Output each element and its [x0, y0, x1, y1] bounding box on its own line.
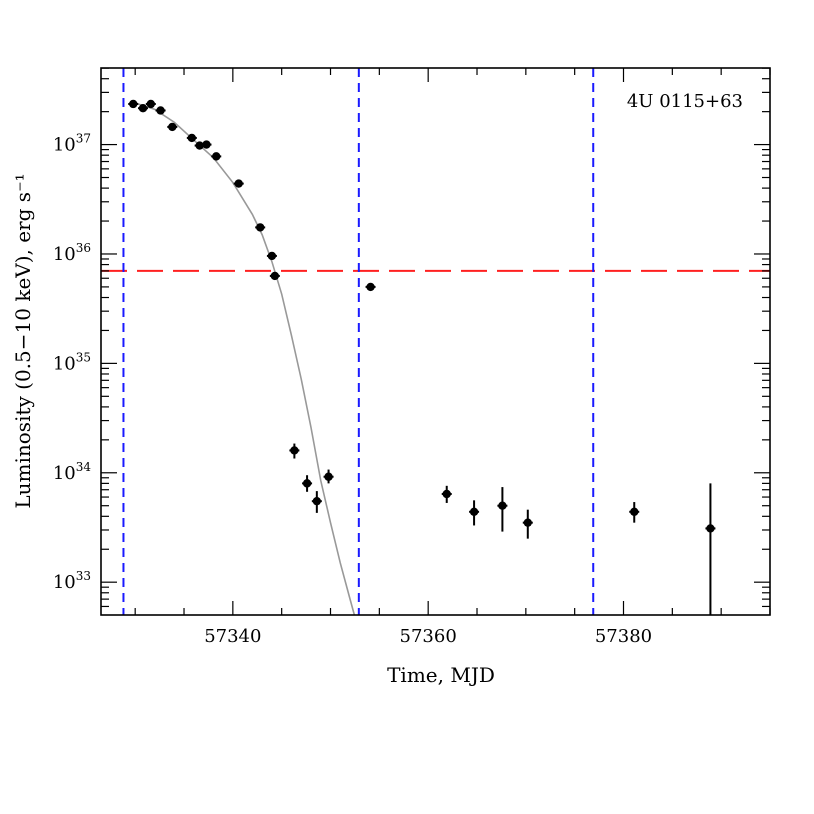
x-axis-label: Time, MJD	[387, 663, 495, 687]
data-marker	[202, 140, 211, 149]
data-marker	[469, 507, 479, 516]
plot-area	[101, 68, 770, 615]
data-marker	[146, 99, 156, 109]
y-tick-label: 1037	[53, 132, 91, 156]
data-marker	[195, 141, 204, 150]
x-tick-label: 57340	[204, 626, 261, 647]
data-point	[233, 179, 244, 188]
plot-frame	[100, 67, 771, 616]
data-point	[469, 500, 480, 526]
data-point	[255, 223, 266, 232]
data-point	[155, 106, 166, 115]
data-point	[269, 271, 280, 281]
data-marker	[498, 501, 507, 510]
source-name-annotation: 4U 0115+63	[627, 91, 743, 112]
data-point	[211, 152, 222, 161]
axes-frame	[100, 67, 771, 616]
data-marker	[212, 152, 221, 161]
data-point	[497, 487, 508, 532]
data-marker	[290, 446, 299, 455]
y-tick-label: 1033	[53, 569, 91, 593]
data-marker	[187, 133, 197, 143]
data-point	[145, 99, 156, 109]
data-point	[302, 475, 313, 492]
data-point	[186, 133, 197, 143]
data-marker	[442, 489, 451, 499]
data-marker	[523, 518, 532, 527]
data-point	[266, 251, 277, 261]
x-tick-label: 57360	[400, 626, 457, 647]
data-point	[323, 469, 334, 484]
data-marker	[129, 99, 138, 109]
y-tick-label: 1034	[53, 460, 92, 484]
y-axis-label: Luminosity (0.5−10 keV), erg s⁻¹	[11, 173, 35, 508]
data-point	[441, 485, 452, 503]
data-point	[137, 104, 148, 113]
y-tick-label: 1035	[53, 350, 91, 374]
model-decay-curve	[134, 102, 356, 615]
data-marker	[324, 472, 333, 481]
data-marker	[267, 251, 277, 261]
data-marker	[706, 524, 715, 533]
data-point	[167, 122, 178, 132]
data-marker	[138, 104, 148, 113]
data-marker	[270, 271, 280, 281]
data-marker	[234, 179, 243, 188]
y-tick-label: 1036	[53, 241, 91, 265]
data-marker	[255, 223, 265, 232]
data-point	[289, 443, 300, 459]
data-point	[128, 99, 139, 109]
data-marker	[366, 282, 375, 292]
data-marker	[312, 496, 322, 506]
data-marker	[168, 122, 177, 132]
data-marker	[156, 106, 165, 115]
data-point	[311, 491, 322, 513]
data-points	[128, 99, 716, 615]
x-tick-label: 57380	[595, 626, 652, 647]
data-marker	[302, 479, 312, 488]
data-point	[629, 502, 640, 523]
data-point	[522, 509, 533, 539]
data-marker	[630, 507, 639, 516]
data-point	[201, 140, 212, 149]
data-point	[705, 483, 716, 615]
data-point	[365, 282, 376, 292]
axis-ticks: 57340 57360 57380 1033 1034 1035 1036 1037	[53, 67, 771, 647]
